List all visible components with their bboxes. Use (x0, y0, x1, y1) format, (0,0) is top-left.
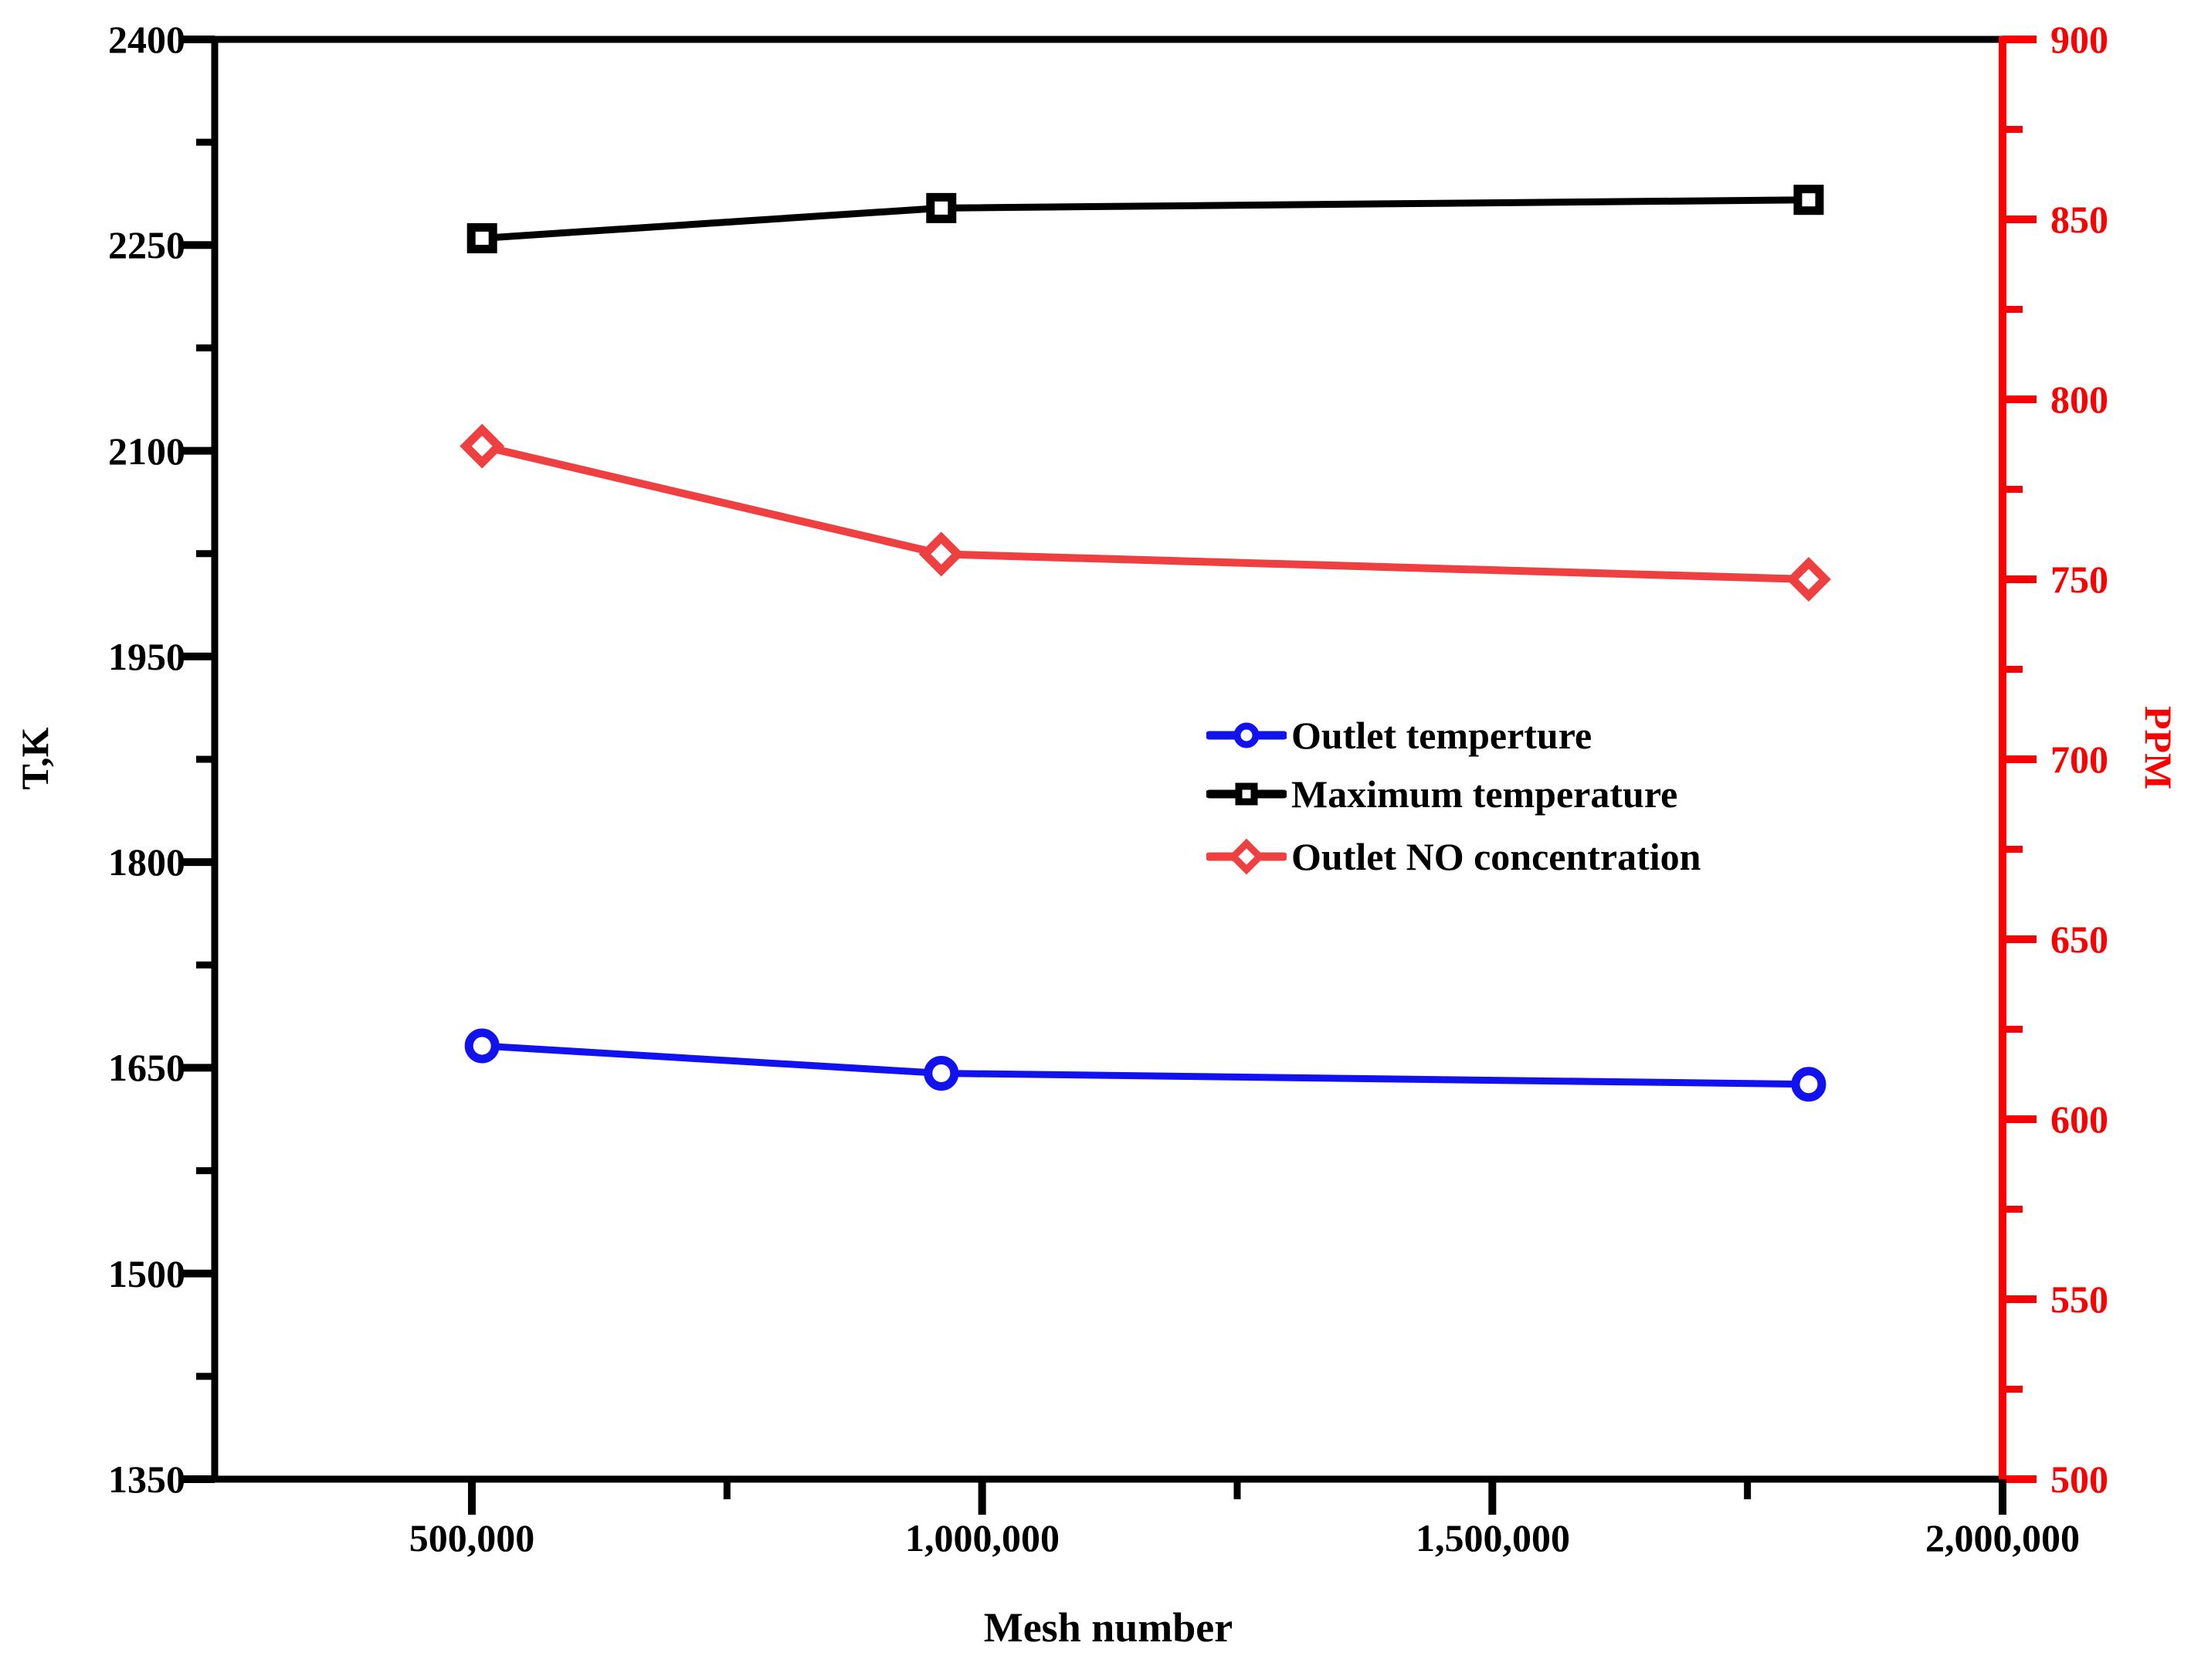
legend-label: Maximum temperature (1291, 772, 1678, 816)
y-left-tick-label: 1350 (108, 1458, 185, 1501)
diamond-marker-icon (1206, 838, 1287, 875)
y-left-tick-label: 2400 (108, 18, 185, 61)
y-left-tick-label: 1500 (108, 1252, 185, 1295)
x-axis (467, 1479, 2006, 1515)
y-right-tick-label: 850 (2050, 198, 2108, 241)
y-left-axis-title: T,K (13, 727, 56, 790)
data-point-marker (918, 531, 964, 577)
x-tick-label: 2,000,000 (1925, 1516, 2080, 1560)
y-left-tick-label: 2100 (108, 429, 185, 473)
legend-label: Outlet temperture (1291, 714, 1592, 757)
data-point-marker (460, 423, 505, 469)
data-point-marker (464, 1028, 500, 1064)
data-point-marker (1791, 1067, 1826, 1102)
data-point-marker (466, 222, 497, 253)
y-right-tick-label: 900 (2050, 18, 2108, 61)
y-right-axis-title: PPM (2137, 705, 2180, 790)
y-right-tick-label: 700 (2050, 738, 2108, 781)
series-maximum-temperature (466, 185, 1824, 253)
y-left-tick-label: 1650 (108, 1046, 185, 1089)
y-left-axis (182, 36, 215, 1483)
data-point-marker (924, 1056, 959, 1091)
circle-marker-icon (1206, 722, 1287, 748)
data-point-marker (1793, 185, 1824, 216)
square-marker-icon (1206, 782, 1287, 806)
y-right-tick-label: 550 (2050, 1278, 2108, 1321)
legend-item-maximum-temperature: Maximum temperature (1206, 766, 1677, 822)
data-point-marker (1786, 557, 1831, 602)
x-tick-label: 500,000 (409, 1516, 535, 1560)
x-tick-label: 1,000,000 (905, 1516, 1060, 1560)
x-axis-title: Mesh number (983, 1604, 1233, 1651)
y-right-tick-label: 650 (2050, 918, 2108, 961)
data-point-marker (926, 192, 957, 223)
y-left-tick-label: 1800 (108, 840, 185, 884)
y-left-tick-label: 2250 (108, 223, 185, 266)
legend-label: Outlet NO concentration (1291, 835, 1701, 878)
y-left-tick-label: 1950 (108, 635, 185, 678)
series-outlet-no-concentration (460, 423, 1831, 602)
x-tick-label: 1,500,000 (1416, 1516, 1570, 1560)
legend-item-outlet-no-concentration: Outlet NO concentration (1206, 829, 1701, 884)
series-outlet-temperture (464, 1028, 1826, 1102)
legend-item-outlet-temperature: Outlet temperture (1206, 708, 1592, 763)
y-right-tick-label: 800 (2050, 378, 2108, 421)
y-right-tick-label: 750 (2050, 558, 2108, 601)
y-right-axis (2003, 36, 2037, 1483)
y-right-tick-label: 600 (2050, 1098, 2108, 1141)
y-right-tick-label: 500 (2050, 1458, 2108, 1501)
